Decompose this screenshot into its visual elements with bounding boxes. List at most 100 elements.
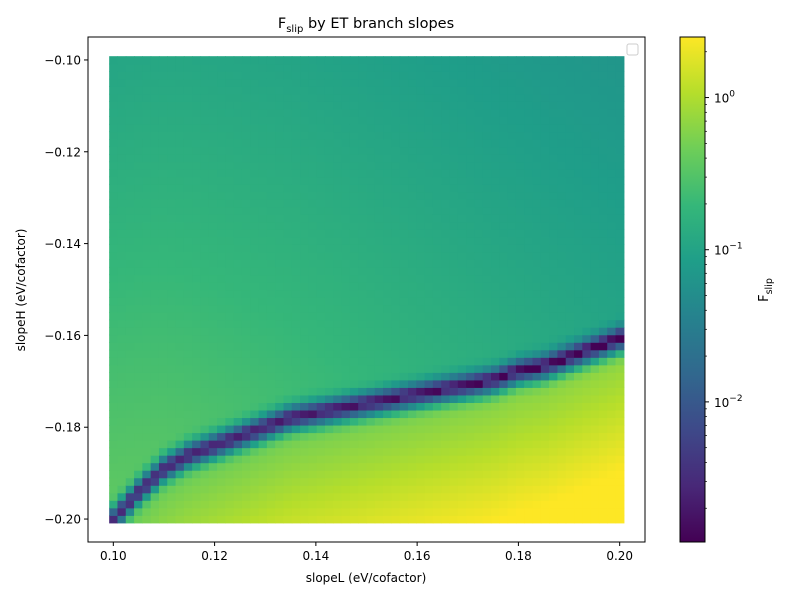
heatmap-cell — [515, 71, 525, 80]
heatmap-cell — [324, 244, 334, 253]
heatmap-cell — [598, 169, 608, 178]
heatmap-cell — [441, 229, 451, 238]
heatmap-cell — [291, 184, 301, 193]
heatmap-cell — [241, 500, 251, 509]
heatmap-cell — [549, 123, 559, 133]
heatmap-cell — [408, 432, 417, 441]
heatmap-cell — [507, 500, 517, 509]
heatmap-cell — [324, 432, 334, 441]
heatmap-cell — [283, 500, 293, 509]
heatmap-cell — [266, 342, 276, 351]
heatmap-cell — [316, 402, 326, 411]
heatmap-cell — [532, 394, 542, 403]
heatmap-cell — [250, 379, 260, 388]
heatmap-cell — [241, 86, 251, 95]
heatmap-cell — [217, 146, 226, 155]
heatmap-cell — [598, 184, 608, 193]
heatmap-cell — [557, 131, 567, 140]
heatmap-cell — [491, 327, 500, 336]
heatmap-cell — [150, 191, 160, 200]
heatmap-cell — [183, 176, 193, 185]
heatmap-cell — [540, 304, 550, 313]
heatmap-cell — [391, 93, 401, 102]
heatmap-cell — [208, 440, 218, 449]
heatmap-cell — [241, 184, 251, 193]
heatmap-cell — [491, 409, 500, 419]
heatmap-cell — [225, 138, 235, 148]
heatmap-cell — [615, 507, 625, 516]
heatmap-cell — [324, 485, 334, 494]
heatmap-cell — [316, 56, 326, 65]
heatmap-cell — [250, 357, 260, 366]
heatmap-cell — [250, 327, 260, 336]
heatmap-cell — [399, 402, 409, 411]
heatmap-cell — [341, 462, 351, 471]
heatmap-cell — [291, 71, 301, 80]
heatmap-cell — [491, 221, 500, 230]
heatmap-cell — [515, 161, 525, 170]
heatmap-cell — [150, 251, 160, 260]
heatmap-cell — [183, 372, 193, 381]
heatmap-cell — [175, 206, 185, 215]
heatmap-cell — [432, 507, 442, 516]
heatmap-cell — [524, 470, 534, 479]
heatmap-cell — [316, 447, 326, 456]
y-tick-label: −0.20 — [44, 513, 81, 527]
heatmap-cell — [549, 349, 559, 358]
heatmap-cell — [532, 146, 542, 155]
heatmap-cell — [441, 342, 451, 351]
heatmap-cell — [358, 266, 368, 276]
heatmap-cell — [341, 146, 351, 155]
heatmap-cell — [532, 515, 542, 524]
heatmap-cell — [457, 56, 467, 65]
heatmap-cell — [457, 63, 467, 72]
heatmap-cell — [275, 455, 285, 464]
heatmap-cell — [582, 394, 592, 403]
heatmap-cell — [515, 206, 525, 215]
heatmap-cell — [192, 507, 202, 516]
heatmap-cell — [233, 78, 243, 87]
heatmap-cell — [283, 236, 293, 245]
heatmap-cell — [333, 402, 343, 411]
heatmap-cell — [358, 108, 368, 117]
heatmap-cell — [183, 289, 193, 298]
heatmap-cell — [175, 146, 185, 155]
heatmap-cell — [158, 138, 168, 148]
heatmap-cell — [225, 281, 235, 291]
heatmap-cell — [134, 327, 143, 336]
heatmap-cell — [549, 402, 559, 411]
heatmap-cell — [192, 409, 202, 419]
heatmap-cell — [491, 334, 500, 343]
heatmap-cell — [217, 297, 226, 306]
heatmap-cell — [208, 334, 218, 343]
heatmap-cell — [109, 432, 119, 441]
heatmap-cell — [217, 432, 226, 441]
heatmap-cell — [142, 485, 152, 494]
heatmap-cell — [291, 281, 301, 291]
heatmap-cell — [275, 470, 285, 479]
heatmap-cell — [258, 236, 268, 245]
heatmap-cell — [474, 364, 484, 373]
heatmap-cell — [441, 138, 451, 148]
heatmap-cell — [192, 379, 202, 388]
heatmap-cell — [300, 221, 309, 230]
heatmap-cell — [441, 131, 451, 140]
heatmap-cell — [374, 387, 384, 396]
heatmap-cell — [391, 56, 401, 65]
heatmap-cell — [607, 138, 617, 148]
heatmap-cell — [408, 447, 417, 456]
heatmap-cell — [540, 409, 550, 419]
heatmap-cell — [341, 266, 351, 276]
heatmap-cell — [225, 56, 235, 65]
heatmap-cell — [432, 251, 442, 260]
heatmap-cell — [142, 402, 152, 411]
heatmap-cell — [457, 184, 467, 193]
heatmap-cell — [158, 424, 168, 434]
heatmap-cell — [200, 304, 210, 313]
heatmap-cell — [391, 455, 401, 464]
heatmap-cell — [358, 289, 368, 298]
heatmap-cell — [607, 364, 617, 373]
heatmap-cell — [125, 364, 135, 373]
heatmap-cell — [466, 131, 476, 140]
heatmap-cell — [457, 485, 467, 494]
